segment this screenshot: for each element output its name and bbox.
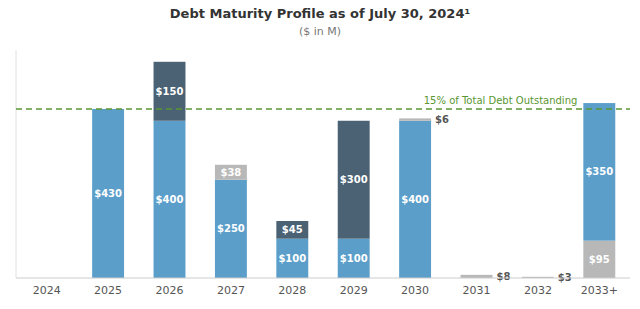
data-labels: $430 $400 $250 $100 $100 $400 $95 $150 $38 $45 $30…	[94, 86, 613, 283]
x-tick-label: 2033+	[581, 284, 618, 297]
data-label: $6	[435, 114, 449, 125]
bar	[338, 121, 370, 239]
bar	[399, 121, 431, 278]
data-label: $45	[282, 224, 303, 235]
data-label: $250	[217, 223, 245, 234]
reference-line-label: 15% of Total Debt Outstanding	[424, 95, 578, 106]
bars	[92, 62, 615, 278]
data-label: $400	[401, 194, 429, 205]
bar	[583, 103, 615, 241]
bar	[154, 121, 186, 278]
data-label: $100	[278, 253, 306, 264]
data-label: $38	[220, 167, 241, 178]
x-tick-label: 2030	[401, 284, 429, 297]
data-label: $300	[340, 174, 368, 185]
x-tick-label: 2027	[217, 284, 245, 297]
x-tick-label: 2024	[33, 284, 61, 297]
data-label: $150	[156, 86, 184, 97]
x-axis-line	[16, 278, 630, 279]
bar	[154, 62, 186, 121]
x-tick-label: 2029	[340, 284, 368, 297]
bar	[92, 109, 124, 278]
data-label: $100	[340, 253, 368, 264]
data-label: $430	[94, 188, 122, 199]
subtitle: ($ in M)	[299, 25, 341, 38]
x-tick-label: 2031	[463, 284, 491, 297]
x-tick-label: 2028	[278, 284, 306, 297]
data-label: $95	[589, 254, 610, 265]
x-tick-label: 2032	[524, 284, 552, 297]
bar	[338, 239, 370, 278]
x-tick-label: 2025	[94, 284, 122, 297]
reference-line	[16, 108, 630, 110]
data-label: $350	[585, 166, 613, 177]
bar	[399, 118, 431, 120]
data-label: $400	[156, 194, 184, 205]
bar	[215, 165, 247, 180]
data-label: $3	[558, 272, 572, 283]
title: Debt Maturity Profile as of July 30, 202…	[170, 6, 470, 21]
bar	[583, 241, 615, 278]
bar	[215, 180, 247, 278]
bar	[276, 239, 308, 278]
data-label: $8	[496, 271, 510, 282]
bar	[276, 221, 308, 239]
x-tick-label: 2026	[156, 284, 184, 297]
y-axis-line	[16, 50, 17, 278]
